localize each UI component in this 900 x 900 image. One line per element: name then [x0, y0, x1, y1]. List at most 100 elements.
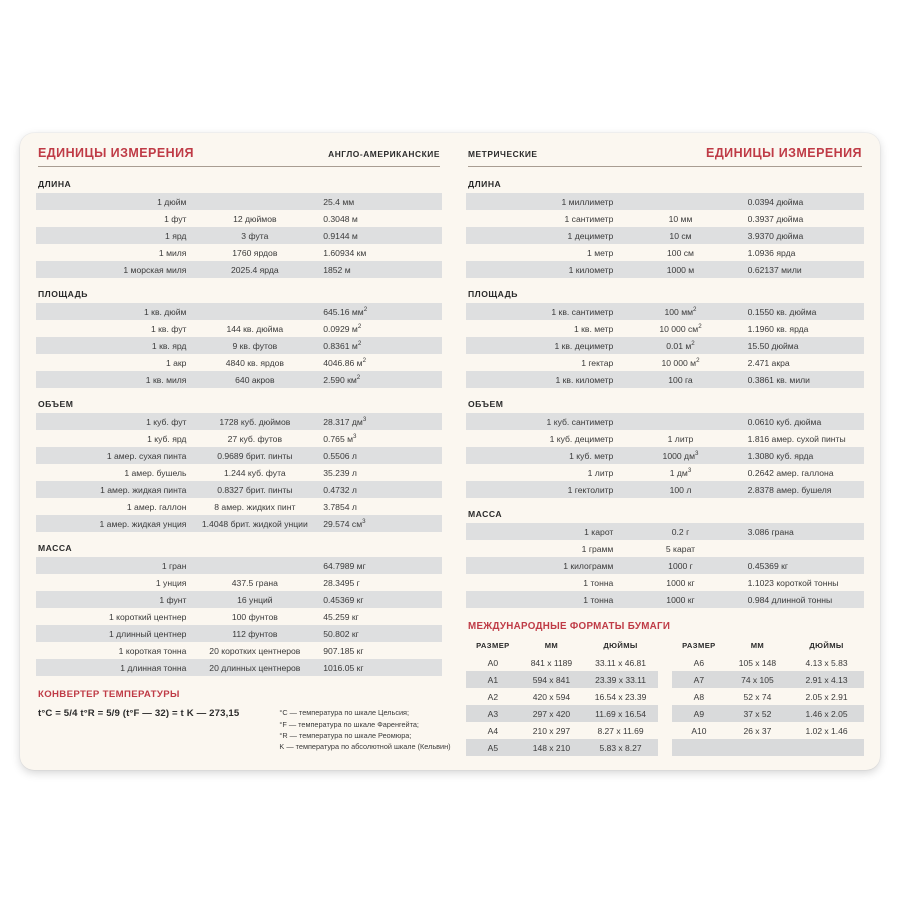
cell-size: A9: [672, 705, 726, 723]
cell-value: 0.45369 кг: [741, 557, 864, 575]
cell-value: 0.3937 дюйма: [747, 213, 804, 224]
cell-mid: 10 000 м2: [661, 356, 700, 368]
table-row: 1 гектолитр 100 л 2.8378 амер. бушеля: [466, 481, 864, 499]
table-row: A10 26 x 37 1.02 x 1.46: [672, 722, 864, 739]
table-row: 1 куб. метр 1000 дм3 1.3080 куб. ярда: [466, 447, 864, 465]
cell-mm: 74 x 105: [725, 671, 790, 689]
cell-value: 1.60934 км: [323, 247, 367, 258]
temperature-body: t°C = 5/4 t°R = 5/9 (t°F — 32) = t K — 2…: [38, 707, 451, 752]
section-title: МАССА: [38, 543, 73, 554]
table-row: 1 длинный центнер 112 фунтов 50.802 кг: [36, 625, 442, 643]
cell-value: 2.590 км2: [317, 371, 442, 389]
table-row: A0 841 x 1189 33.11 x 46.81: [466, 654, 658, 671]
table-header-row: РАЗМЕР ММ ДЮЙМЫ: [466, 637, 658, 654]
cell-mid: 27 куб. футов: [227, 433, 283, 444]
table-row: A5 148 x 210 5.83 x 8.27: [466, 739, 658, 757]
cell-value: 64.7989 мг: [317, 557, 442, 575]
cell-value: 0.0929 м2: [323, 322, 362, 334]
cell-mid: 4840 кв. ярдов: [225, 357, 284, 368]
cell-value: 645.16 мм2: [317, 303, 442, 321]
cell-unit: 1 куб. фут: [36, 413, 193, 431]
cell-value: 0.3048 м: [323, 213, 358, 224]
temperature-converter: КОНВЕРТЕР ТЕМПЕРАТУРЫ t°C = 5/4 t°R = 5/…: [36, 689, 451, 752]
cell-unit: 1 амер. галлон: [126, 501, 187, 512]
table-row: 1 ярд 3 фута 0.9144 м: [36, 227, 442, 245]
column-header: РАЗМЕР: [476, 641, 510, 651]
cell-unit: 1 гектолитр: [466, 481, 620, 499]
cell-unit: 1 унция: [155, 577, 187, 588]
cell-value: 28.3495 г: [323, 577, 360, 588]
cell-mid: 1728 куб. дюймов: [192, 413, 318, 431]
cell-mid: 8 амер. жидких пинт: [214, 501, 296, 512]
cell-mid: 0.8327 брит. пинты: [192, 481, 318, 499]
cell-mid: 100 мм2: [619, 303, 742, 321]
cell-mid: 5 карат: [665, 543, 696, 554]
right-sections: ДЛИНА 1 миллиметр 0.0394 дюйма 1 сантиметр 1…: [466, 179, 864, 609]
reference-card: ЕДИНИЦЫ ИЗМЕРЕНИЯ АНГЛО-АМЕРИКАНСКИЕ ДЛИ…: [20, 133, 880, 770]
conversion-table: 1 миллиметр 0.0394 дюйма 1 сантиметр 10 мм 0…: [466, 193, 864, 279]
cell-mid: 0.9689 брит. пинты: [192, 447, 318, 465]
table-row: A3 297 x 420 11.69 x 16.54: [466, 705, 658, 723]
cell-mid: 10 000 см2: [659, 322, 702, 334]
cell-unit: 1 гран: [36, 557, 193, 575]
cell-value: 29.574 см3: [317, 515, 442, 533]
cell-value: 1.1960 кв. ярда: [747, 323, 809, 334]
paper-formats-title: МЕЖДУНАРОДНЫЕ ФОРМАТЫ БУМАГИ: [468, 621, 671, 633]
cell-inches: 2.91 x 4.13: [789, 671, 864, 689]
temperature-title: КОНВЕРТЕР ТЕМПЕРАТУРЫ: [38, 689, 180, 701]
right-system-label: МЕТРИЧЕСКИЕ: [468, 149, 538, 159]
cell-mid: 1000 кг: [619, 591, 742, 609]
cell-mid: 20 длинных центнеров: [192, 659, 318, 677]
cell-unit: 1 литр: [587, 467, 614, 478]
cell-mm: [725, 739, 790, 757]
section-title: МАССА: [468, 509, 503, 520]
section-title: ДЛИНА: [38, 179, 72, 190]
temperature-note: °C — температура по шкале Цельсия;: [279, 708, 410, 718]
table-row: 1 кв. сантиметр 100 мм2 0.1550 кв. дюйма: [466, 303, 864, 321]
table-row: 1 короткий центнер 100 фунтов 45.259 кг: [36, 608, 442, 625]
cell-mid: 640 акров: [192, 371, 318, 389]
table-row: 1 морская миля 2025.4 ярда 1852 м: [36, 261, 442, 279]
table-row: 1 акр 4840 кв. ярдов 4046.86 м2: [36, 354, 442, 371]
cell-value: 0.0610 куб. дюйма: [741, 413, 864, 431]
cell-value: 3.086 грана: [741, 523, 864, 541]
cell-mid: 1000 г: [619, 557, 742, 575]
cell-value: 0.9144 м: [317, 227, 442, 245]
cell-mm: 841 x 1189: [530, 657, 573, 668]
cell-inches: 8.27 x 11.69: [597, 725, 644, 736]
cell-unit: 1 дециметр: [466, 227, 620, 245]
conversion-table: 1 дюйм 25.4 мм 1 фут 12 дюймов 0.3048 м 1 ярд…: [36, 193, 442, 279]
cell-unit: 1 куб. метр: [466, 447, 620, 465]
cell-unit: 1 длинная тонна: [36, 659, 193, 677]
paper-table-a: РАЗМЕР ММ ДЮЙМЫ A0 841 x 1189 33.11 x 46.81 A1…: [466, 637, 658, 757]
cell-unit: 1 фут: [164, 213, 187, 224]
table-row: 1 фут 12 дюймов 0.3048 м: [36, 210, 442, 227]
cell-mid: [192, 303, 318, 321]
cell-mid: 1.244 куб. фута: [223, 467, 286, 478]
cell-value: 50.802 кг: [317, 625, 442, 643]
section-title: ПЛОЩАДЬ: [468, 289, 518, 300]
table-row: 1 тонна 1000 кг 1.1023 короткой тонны: [466, 574, 864, 591]
table-row: 1 миллиметр 0.0394 дюйма: [466, 193, 864, 211]
cell-mid: 1 литр: [667, 433, 694, 444]
cell-mm: 420 x 594: [532, 691, 571, 702]
cell-unit: 1 тонна: [583, 577, 614, 588]
temperature-note: °R — температура по шкале Реомюра;: [279, 730, 412, 740]
cell-mid: 9 кв. футов: [192, 337, 318, 355]
cell-value: 0.5506 л: [317, 447, 442, 465]
cell-mid: 100 л: [619, 481, 742, 499]
cell-unit: 1 фунт: [36, 591, 193, 609]
conversion-section: МАССА 1 карот 0.2 г 3.086 грана 1 грамм 5 кар…: [466, 509, 864, 609]
cell-unit: 1 кв. фут: [150, 323, 187, 334]
conversion-table: 1 куб. сантиметр 0.0610 куб. дюйма 1 куб. …: [466, 413, 864, 499]
cell-mid: 2025.4 ярда: [192, 261, 318, 279]
cell-mid: 10 мм: [668, 213, 693, 224]
cell-mid: 100 га: [619, 371, 742, 389]
cell-inches: 2.05 x 2.91: [805, 691, 848, 702]
table-row: 1 литр 1 дм3 0.2642 амер. галлона: [466, 464, 864, 481]
cell-size: [672, 739, 726, 757]
cell-mid: 20 коротких центнеров: [209, 645, 301, 656]
cell-unit: 1 миллиметр: [466, 193, 620, 211]
column-header: ММ: [544, 641, 559, 651]
cell-inches: 16.54 x 23.39: [594, 691, 647, 702]
